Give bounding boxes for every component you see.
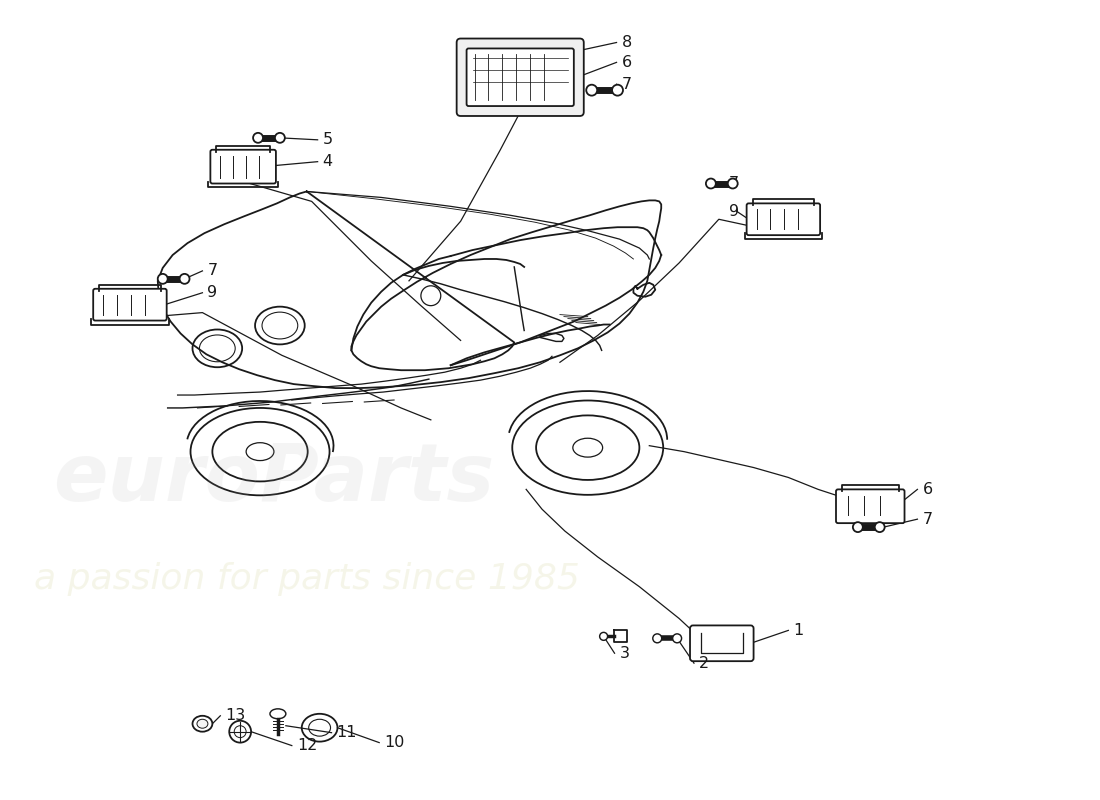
Ellipse shape bbox=[179, 274, 189, 284]
Ellipse shape bbox=[874, 522, 884, 532]
Ellipse shape bbox=[253, 133, 263, 142]
Text: 9: 9 bbox=[208, 286, 218, 300]
Text: 11: 11 bbox=[337, 725, 358, 740]
Text: 6: 6 bbox=[923, 482, 933, 497]
Text: 9: 9 bbox=[728, 204, 739, 219]
Text: 13: 13 bbox=[226, 708, 245, 723]
Text: 2: 2 bbox=[698, 656, 710, 670]
FancyBboxPatch shape bbox=[210, 150, 276, 183]
Text: euroParts: euroParts bbox=[54, 441, 495, 518]
Ellipse shape bbox=[275, 133, 285, 142]
Ellipse shape bbox=[652, 634, 662, 643]
Text: 7: 7 bbox=[923, 512, 933, 526]
Text: 8: 8 bbox=[621, 35, 631, 50]
FancyBboxPatch shape bbox=[747, 203, 821, 235]
Ellipse shape bbox=[672, 634, 682, 643]
Text: 6: 6 bbox=[621, 55, 631, 70]
Ellipse shape bbox=[728, 178, 738, 189]
Ellipse shape bbox=[612, 85, 623, 96]
FancyBboxPatch shape bbox=[456, 38, 584, 116]
Text: 1: 1 bbox=[793, 623, 803, 638]
Ellipse shape bbox=[157, 274, 167, 284]
Ellipse shape bbox=[852, 522, 862, 532]
Ellipse shape bbox=[197, 719, 208, 728]
FancyBboxPatch shape bbox=[94, 289, 167, 321]
Text: 10: 10 bbox=[384, 735, 405, 750]
Text: a passion for parts since 1985: a passion for parts since 1985 bbox=[34, 562, 580, 596]
Text: 5: 5 bbox=[322, 132, 332, 147]
Text: 7: 7 bbox=[728, 176, 739, 191]
Ellipse shape bbox=[600, 632, 607, 640]
FancyBboxPatch shape bbox=[690, 626, 754, 661]
Text: 12: 12 bbox=[297, 738, 317, 753]
Ellipse shape bbox=[192, 716, 212, 732]
Text: 3: 3 bbox=[619, 646, 629, 661]
Text: 4: 4 bbox=[322, 154, 332, 169]
Text: 7: 7 bbox=[208, 263, 218, 278]
Circle shape bbox=[229, 721, 251, 742]
Ellipse shape bbox=[586, 85, 597, 96]
Text: 7: 7 bbox=[621, 77, 631, 92]
Ellipse shape bbox=[706, 178, 716, 189]
FancyBboxPatch shape bbox=[466, 49, 574, 106]
FancyBboxPatch shape bbox=[836, 490, 904, 523]
Ellipse shape bbox=[270, 709, 286, 718]
